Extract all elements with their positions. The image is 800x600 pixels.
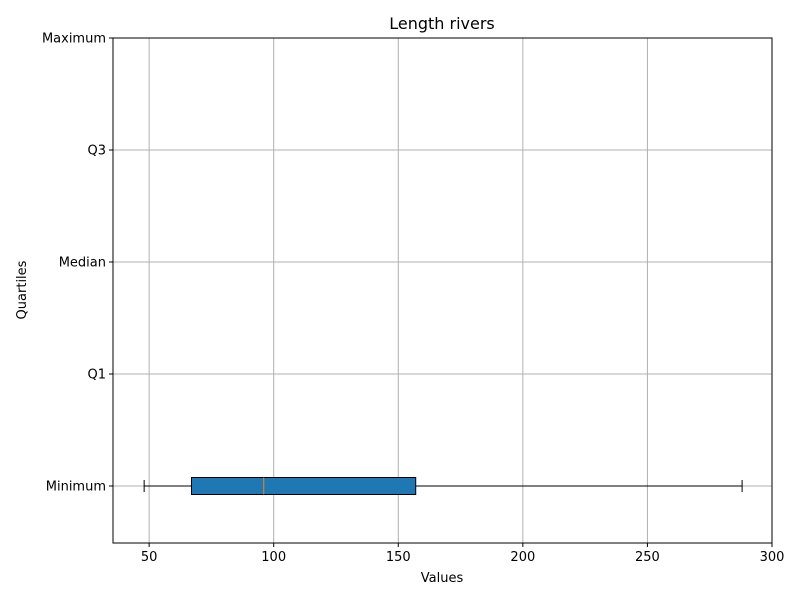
y-tick-label: Q3	[87, 144, 106, 159]
x-tick-label: 250	[635, 550, 660, 565]
grid	[113, 37, 773, 543]
x-axis-title: Values	[421, 571, 464, 586]
box-plot	[143, 477, 743, 495]
chart-title: Length rivers	[389, 14, 495, 33]
x-tick-label: 50	[141, 550, 158, 565]
x-tick-label: 300	[760, 550, 785, 565]
x-tick-label: 150	[386, 550, 411, 565]
y-tick-label: Q1	[87, 368, 106, 383]
x-tick-label: 200	[510, 550, 535, 565]
x-tick-label: 100	[261, 550, 286, 565]
y-tick-label: Minimum	[46, 480, 106, 495]
y-tick-label: Maximum	[42, 32, 106, 47]
y-tick-label: Median	[59, 256, 106, 271]
y-axis-ticks: Minimum Q1 Median Q3 Maximum	[42, 32, 113, 495]
interquartile-box	[190, 477, 417, 495]
x-axis-ticks: 50 100 150 200 250 300	[141, 543, 785, 565]
y-axis-title: Quartiles	[15, 260, 30, 319]
plot-area-frame	[112, 37, 773, 544]
